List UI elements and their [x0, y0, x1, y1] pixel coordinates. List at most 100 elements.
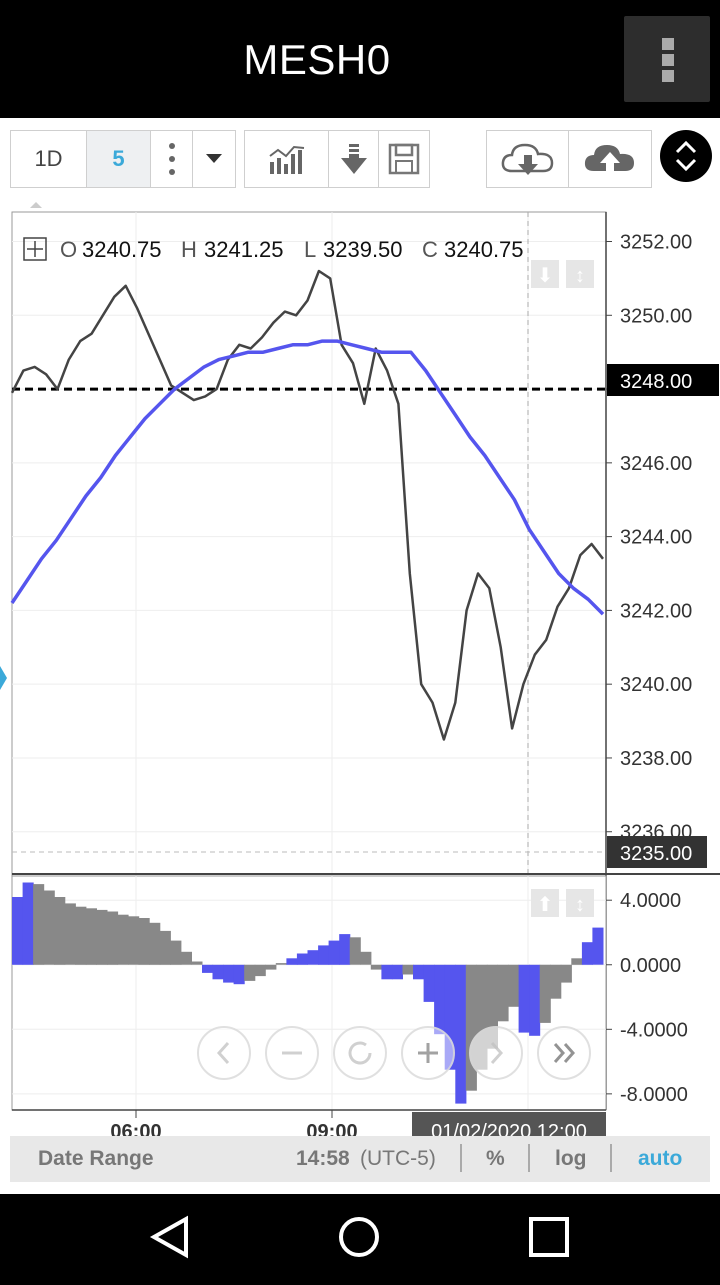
low-price-tag: [607, 836, 707, 868]
interval-button[interactable]: 5: [87, 131, 151, 187]
histogram-bar: [391, 964, 403, 980]
back-icon[interactable]: [149, 1215, 188, 1259]
indicators-button[interactable]: [245, 131, 329, 187]
histogram-bar: [275, 963, 287, 965]
cloud-download-icon: [501, 143, 553, 175]
close-label: C: [422, 237, 438, 262]
price-axis-label: 3242.00: [620, 600, 692, 622]
download-data-button[interactable]: [329, 131, 379, 187]
side-handle-icon[interactable]: [0, 666, 7, 690]
cloud-upload-icon: [584, 145, 634, 174]
histogram-bar: [159, 930, 171, 965]
dropdown-button[interactable]: [193, 131, 235, 187]
auto-scale-toggle[interactable]: auto: [638, 1147, 683, 1170]
histogram-bar: [233, 964, 245, 985]
cloud-upload-button[interactable]: [569, 131, 651, 187]
percent-toggle[interactable]: %: [486, 1147, 505, 1170]
histogram-bar: [64, 903, 76, 965]
price-chart[interactable]: O 3240.75 H 3241.25 L 3239.50 C 3240.75 …: [0, 198, 720, 1158]
system-nav-bar: [0, 1194, 720, 1280]
histogram-bar: [550, 964, 562, 999]
price-series-line: [10, 269, 604, 741]
save-button[interactable]: [379, 131, 429, 187]
histogram-bar: [560, 964, 572, 983]
app-header: MESH0: [0, 0, 720, 118]
arrow-up-icon: ⬆: [537, 894, 554, 916]
refresh-icon: [348, 1041, 372, 1065]
histogram-bar: [180, 951, 192, 965]
osc-axis-label: 4.0000: [620, 890, 681, 912]
histogram-bar: [465, 964, 477, 1091]
histogram-bar: [223, 964, 235, 983]
histogram-bar: [85, 908, 97, 965]
histogram-bar: [75, 906, 87, 965]
ohlc-legend: O 3240.75 H 3241.25 L 3239.50 C 3240.75: [23, 237, 524, 262]
cloud-download-button[interactable]: [487, 131, 569, 187]
menu-dot-icon: [662, 70, 674, 82]
double-chevron-right-icon: [563, 1043, 576, 1063]
histogram-bar: [96, 909, 108, 965]
current-price-tag: [607, 364, 719, 396]
osc-axis-label: -4.0000: [620, 1019, 688, 1041]
download-arrow-icon: [340, 144, 367, 174]
high-label: H: [181, 237, 197, 262]
vertical-dots-icon: [168, 143, 175, 175]
price-axis: 3252.00 3250.00 3248.00 3246.00 3244.00 3242.…: [605, 212, 692, 1110]
histogram-bar: [138, 918, 150, 965]
chart-tools-toolbar: [244, 130, 430, 188]
osc-scale-vertical-button[interactable]: [566, 889, 594, 917]
footer-divider: [460, 1144, 462, 1172]
crosshair-toggle-icon[interactable]: [23, 237, 47, 261]
more-options-button[interactable]: [151, 131, 193, 187]
period-button[interactable]: 1D: [11, 131, 87, 187]
osc-scroll-up-button[interactable]: [531, 889, 559, 917]
histogram: [12, 882, 604, 1104]
histogram-bar: [402, 964, 414, 975]
histogram-bar: [202, 964, 214, 973]
histogram-bar: [486, 964, 498, 1049]
price-axis-label: 3238.00: [620, 748, 692, 770]
main-pane: [11, 211, 607, 877]
histogram-bar: [529, 964, 541, 1036]
close-value: 3240.75: [444, 237, 524, 262]
histogram-bar: [170, 940, 182, 965]
current-price-tag-text: 3248.00: [620, 371, 692, 393]
expand-collapse-button[interactable]: [660, 130, 712, 182]
log-toggle[interactable]: log: [555, 1147, 587, 1170]
timezone-button[interactable]: (UTC-5): [360, 1147, 436, 1170]
histogram-bar: [191, 961, 203, 965]
footer-divider: [610, 1144, 612, 1172]
menu-dot-icon: [662, 38, 674, 50]
histogram-bar: [128, 916, 140, 965]
overflow-menu-button[interactable]: [624, 16, 710, 102]
histogram-bar: [328, 940, 340, 965]
reset-button[interactable]: [333, 1026, 387, 1080]
nav-buttons: [149, 1215, 569, 1259]
chart-nav-controls: [197, 1026, 591, 1080]
histogram-bar: [107, 911, 119, 965]
scale-vertical-button[interactable]: [566, 260, 594, 288]
save-icon: [388, 143, 420, 175]
scroll-down-button[interactable]: [531, 260, 559, 288]
arrow-down-icon: ⬇: [537, 265, 554, 287]
scroll-left-button[interactable]: [197, 1026, 251, 1080]
histogram-bar: [244, 964, 256, 981]
price-axis-label: 3246.00: [620, 453, 692, 475]
osc-axis-label: -8.0000: [620, 1084, 688, 1106]
collapse-handle-icon[interactable]: [30, 202, 42, 208]
price-axis-label: 3252.00: [620, 232, 692, 254]
scroll-right-button[interactable]: [469, 1026, 523, 1080]
histogram-bar: [149, 922, 161, 965]
date-range-button[interactable]: Date Range: [38, 1147, 154, 1170]
recents-icon[interactable]: [529, 1217, 569, 1257]
histogram-bar: [581, 942, 593, 965]
resize-vertical-icon: ↕: [575, 894, 585, 916]
indicator-chart-icon: [268, 145, 304, 174]
open-value: 3240.75: [82, 237, 162, 262]
double-chevron-right-icon: [553, 1043, 566, 1063]
clock-time: 14:58: [296, 1147, 350, 1170]
histogram-bar: [423, 964, 435, 1002]
home-icon[interactable]: [339, 1217, 379, 1257]
resize-vertical-icon: ↕: [575, 265, 585, 287]
histogram-bar: [12, 897, 24, 965]
